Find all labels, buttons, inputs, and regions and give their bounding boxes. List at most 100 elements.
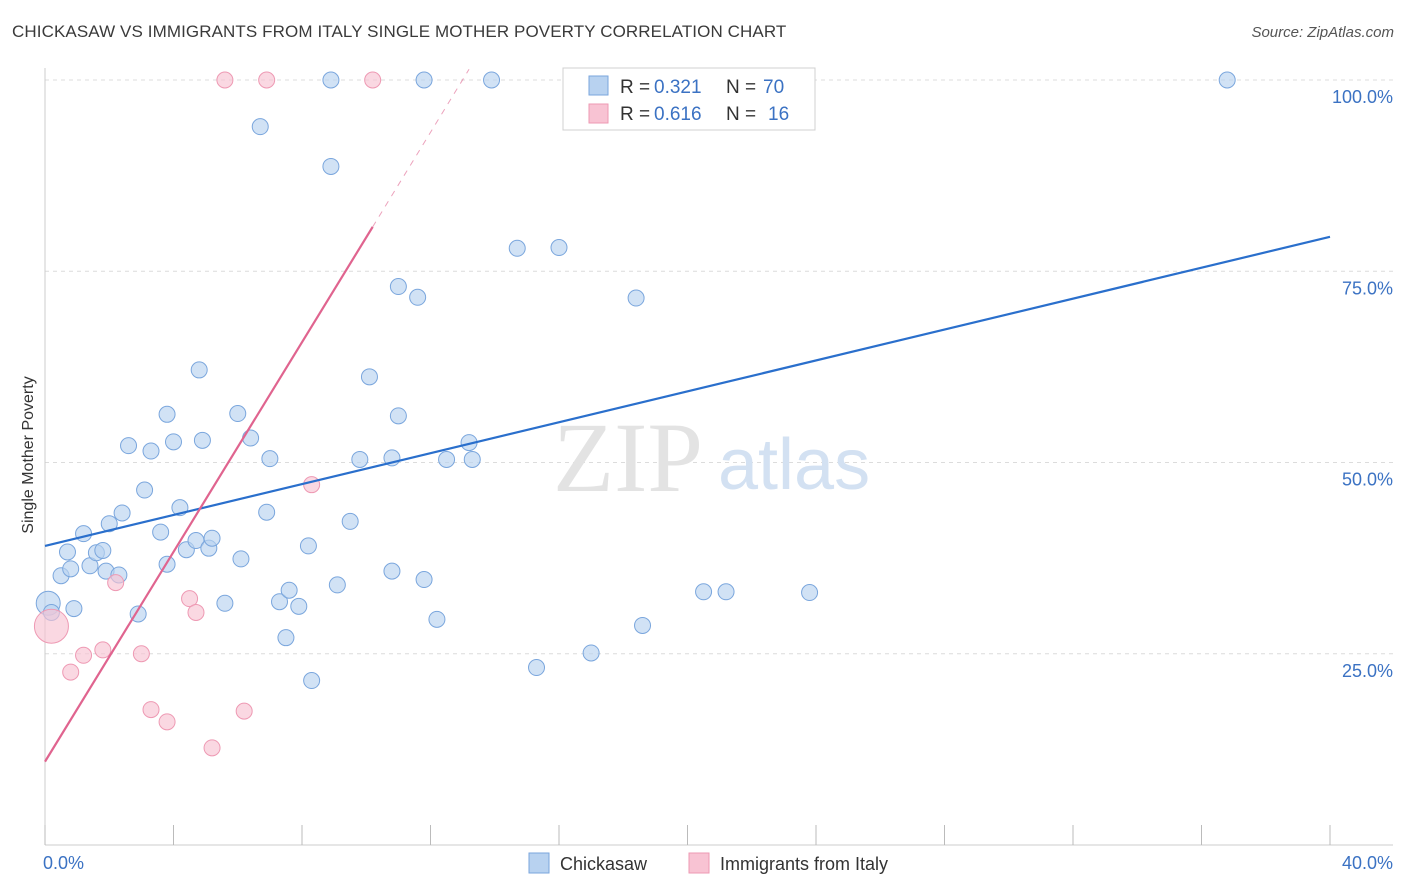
italy-point: [94, 641, 112, 659]
chickasaw-point: [360, 368, 378, 386]
chickasaw-point: [303, 672, 321, 690]
chickasaw-point: [165, 433, 182, 451]
chickasaw-point: [261, 450, 279, 468]
chickasaw-point: [801, 584, 819, 602]
legend-n-value-1: 70: [763, 77, 784, 98]
italy-point: [203, 739, 221, 757]
chickasaw-point: [65, 600, 83, 618]
chickasaw-point: [232, 550, 250, 568]
y-tick-label: 75.0%: [1342, 278, 1393, 298]
legend-r-value-2: 0.616: [654, 104, 702, 125]
legend-r-value-1: 0.321: [654, 77, 702, 98]
italy-point: [62, 663, 80, 681]
chickasaw-point: [75, 525, 93, 543]
chickasaw-point: [582, 644, 600, 662]
italy-point: [303, 476, 321, 494]
chickasaw-point: [483, 71, 501, 89]
chickasaw-point: [322, 71, 340, 89]
chickasaw-point: [322, 157, 340, 175]
chickasaw-point: [62, 560, 80, 578]
legend-r-label-1: R =: [620, 77, 650, 98]
chickasaw-point: [152, 523, 170, 541]
y-tick-label: 50.0%: [1342, 470, 1393, 490]
chickasaw-point: [136, 481, 154, 499]
legend-swatch-italy: [688, 852, 710, 874]
trend-lines: [44, 69, 1331, 763]
chickasaw-point: [717, 583, 735, 601]
chickasaw-point: [550, 239, 568, 257]
legend-n-value-2: 16: [768, 104, 789, 125]
watermark: ZIP atlas: [553, 402, 870, 513]
legend-n-label-2: N =: [726, 104, 756, 125]
y-tick-label: 25.0%: [1342, 661, 1393, 681]
chickasaw-point: [58, 543, 76, 561]
source-label: Source: ZipAtlas.com: [1251, 24, 1394, 41]
chickasaw-point: [120, 437, 138, 455]
chickasaw-point: [94, 541, 112, 559]
chickasaw-point: [438, 450, 456, 468]
chickasaw-point: [695, 583, 713, 601]
chickasaw-point: [142, 442, 160, 460]
chickasaw-point: [299, 537, 317, 555]
legend-label-italy: Immigrants from Italy: [720, 854, 888, 874]
chickasaw-point: [528, 659, 546, 677]
chickasaw-point: [258, 503, 276, 521]
chickasaw-point: [389, 278, 407, 296]
chickasaw-point: [341, 512, 359, 530]
italy-point: [158, 713, 176, 731]
data-points: [33, 71, 1236, 757]
chickasaw-point: [389, 407, 407, 425]
legend-label-chickasaw: Chickasaw: [560, 854, 648, 874]
stats-legend: R = 0.321 N = 70 R = 0.616 N = 16: [562, 67, 816, 131]
italy-point: [216, 71, 234, 89]
chickasaw-point: [251, 118, 269, 136]
legend-swatch-pink: [588, 103, 609, 124]
chickasaw-point: [409, 288, 427, 306]
chickasaw-point: [627, 289, 645, 307]
series-legend: Chickasaw Immigrants from Italy: [528, 852, 888, 874]
italy-point: [235, 702, 253, 720]
chickasaw-point: [216, 594, 234, 612]
watermark-atlas: atlas: [718, 425, 870, 505]
chickasaw-point: [383, 562, 401, 580]
italy-point: [33, 608, 69, 644]
grid-lines: [45, 79, 1393, 655]
chickasaw-point: [229, 405, 247, 423]
watermark-zip: ZIP: [553, 402, 703, 513]
chickasaw-point: [193, 431, 211, 449]
italy-trendline: [372, 69, 470, 228]
chickasaw-point: [277, 629, 295, 647]
italy-point: [364, 71, 382, 89]
chickasaw-point: [271, 593, 289, 611]
chickasaw-point: [290, 597, 308, 615]
italy-point: [142, 701, 160, 719]
chickasaw-point: [158, 405, 176, 423]
italy-point: [75, 646, 93, 664]
chickasaw-point: [463, 450, 481, 468]
chickasaw-point: [100, 515, 118, 533]
chickasaw-point: [415, 71, 433, 89]
chickasaw-point: [415, 571, 433, 589]
chickasaw-point: [203, 529, 221, 547]
chickasaw-trendline: [44, 235, 1331, 547]
chickasaw-point: [351, 450, 369, 468]
chickasaw-point: [242, 429, 260, 447]
italy-point: [107, 574, 125, 592]
legend-r-label-2: R =: [620, 104, 650, 125]
chickasaw-point: [113, 504, 131, 522]
italy-point: [181, 590, 199, 608]
italy-trendline: [44, 226, 374, 763]
chickasaw-point: [280, 581, 298, 599]
chickasaw-point: [328, 576, 346, 594]
x-tick-labels: 0.0% 40.0%: [43, 853, 1393, 873]
axes: [44, 68, 1393, 846]
y-tick-labels: 25.0% 50.0% 75.0% 100.0%: [1332, 87, 1393, 681]
chickasaw-point: [1218, 71, 1236, 89]
legend-swatch-chickasaw: [528, 852, 550, 874]
y-axis-label: Single Mother Poverty: [20, 376, 37, 533]
chickasaw-point: [634, 616, 652, 634]
chart-title: CHICKASAW VS IMMIGRANTS FROM ITALY SINGL…: [12, 22, 787, 41]
legend-swatch-blue: [588, 75, 609, 96]
italy-point: [187, 603, 205, 621]
